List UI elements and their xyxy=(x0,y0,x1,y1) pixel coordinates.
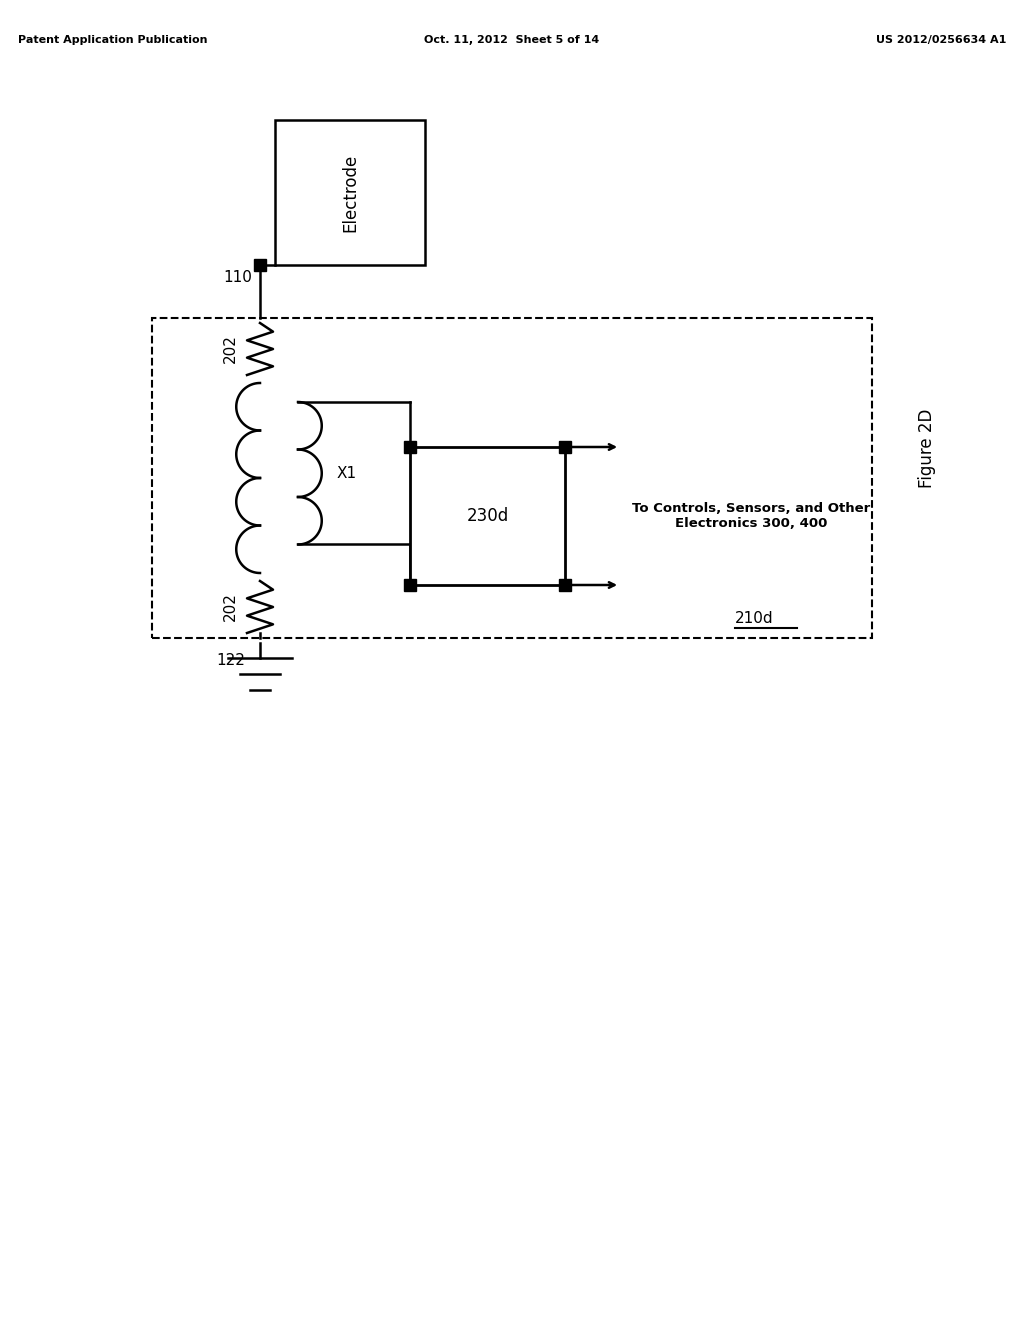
Text: Oct. 11, 2012  Sheet 5 of 14: Oct. 11, 2012 Sheet 5 of 14 xyxy=(424,36,600,45)
Text: Figure 2D: Figure 2D xyxy=(918,408,936,487)
Text: 110: 110 xyxy=(223,271,252,285)
Text: US 2012/0256634 A1: US 2012/0256634 A1 xyxy=(876,36,1006,45)
Text: 230d: 230d xyxy=(466,507,509,525)
Text: X1: X1 xyxy=(337,466,357,480)
Text: Patent Application Publication: Patent Application Publication xyxy=(18,36,208,45)
Text: Electrode: Electrode xyxy=(341,153,359,231)
Bar xyxy=(152,318,872,638)
Text: 202: 202 xyxy=(223,334,238,363)
Text: 202: 202 xyxy=(223,593,238,622)
Bar xyxy=(275,120,425,265)
Text: 210d: 210d xyxy=(735,611,773,626)
Text: 122: 122 xyxy=(216,653,245,668)
Bar xyxy=(410,447,565,585)
Text: To Controls, Sensors, and Other
Electronics 300, 400: To Controls, Sensors, and Other Electron… xyxy=(632,502,870,531)
